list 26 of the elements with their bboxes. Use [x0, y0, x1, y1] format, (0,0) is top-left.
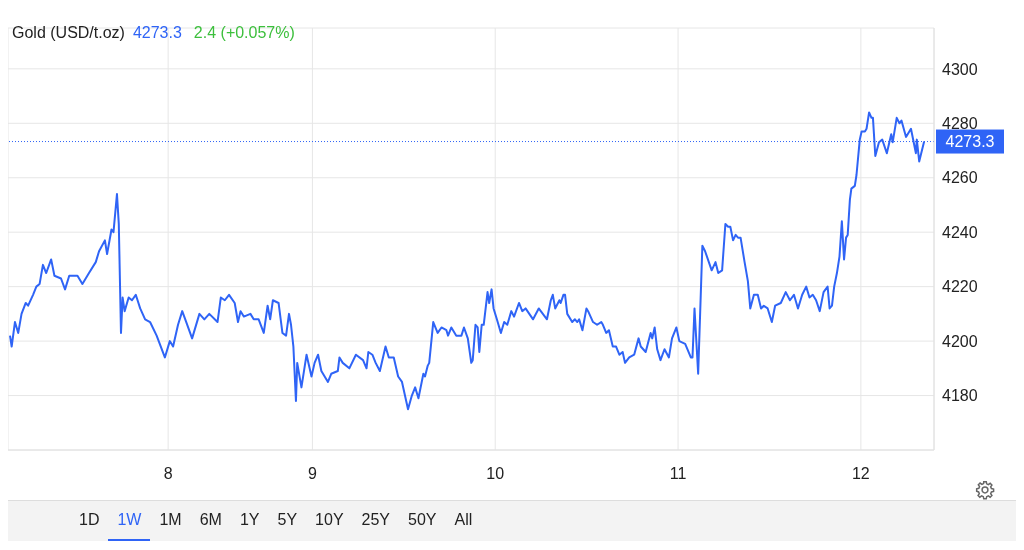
y-tick-label: 4220 — [942, 278, 978, 296]
y-tick-label: 4280 — [942, 114, 978, 132]
text: 10Y — [314, 510, 345, 530]
y-tick-label: 4300 — [942, 60, 978, 78]
text: 5Y — [276, 510, 299, 530]
text: 50Y — [407, 510, 438, 530]
y-tick-label: 4200 — [942, 332, 978, 350]
text: 1W — [108, 501, 151, 541]
chart-title: Gold (USD/t.oz) — [12, 24, 125, 41]
x-tick-label: 10 — [486, 465, 505, 483]
x-tick-label: 11 — [669, 465, 687, 483]
text: 1Y — [238, 510, 261, 530]
ref-line-label: 4273.3 — [945, 132, 995, 150]
y-tick-label: 4240 — [942, 223, 978, 241]
text: 6M — [198, 510, 223, 530]
annotation: 4273.3 — [132, 24, 182, 41]
y-tick-label: 4180 — [942, 387, 978, 405]
x-tick-label: 9 — [307, 465, 317, 483]
text: 25Y — [360, 510, 391, 530]
text: All — [453, 510, 474, 530]
text: 1D — [78, 510, 101, 530]
x-tick-label: 12 — [851, 465, 870, 483]
text: 1M — [158, 510, 183, 530]
y-tick-label: 4260 — [942, 169, 978, 187]
annotation: 2.4 (+0.057%) — [193, 24, 295, 41]
x-tick-label: 8 — [163, 465, 173, 483]
